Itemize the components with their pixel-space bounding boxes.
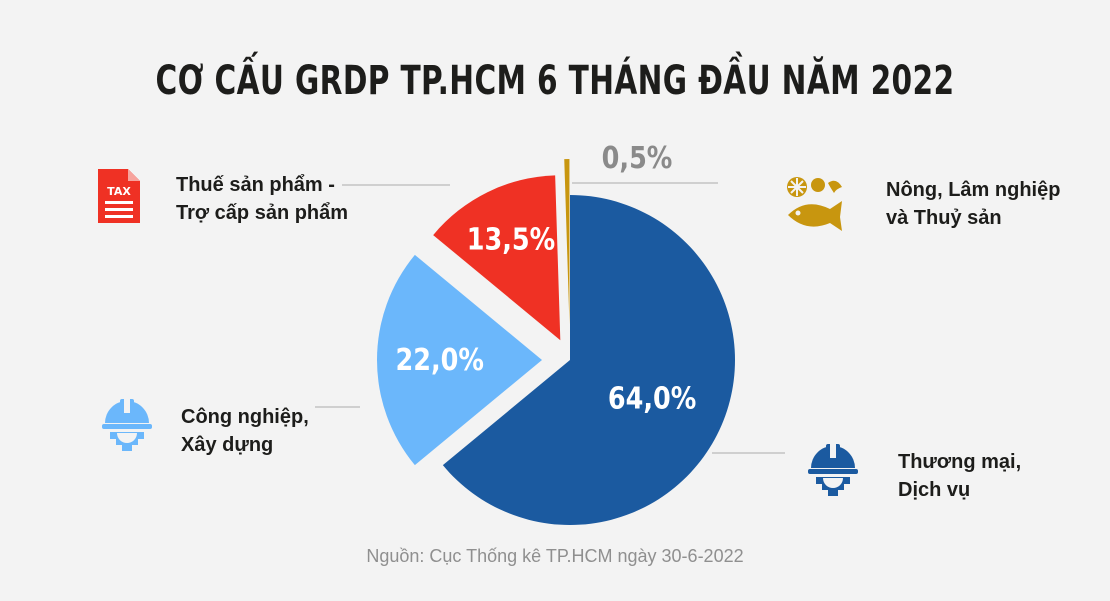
pie-slice-industry [376, 254, 542, 466]
legend-services: Thương mại, Dịch vụ [898, 448, 1021, 504]
tax-document-icon: TAX [98, 169, 140, 223]
worker-helmet-gear-icon [102, 399, 152, 451]
legend-tax-line-1: Thuế sản phẩm - [176, 174, 335, 196]
data-label-industry: 22,0% [395, 342, 483, 378]
pie-slice-services [442, 195, 736, 525]
chart-title: CƠ CẤU GRDP TP.HCM 6 THÁNG ĐẦU NĂM 2022 [155, 58, 955, 104]
legend-tax-line-2: Trợ cấp sản phẩm [176, 202, 349, 224]
legend-industry: Công nghiệp, Xây dựng [181, 403, 309, 459]
worker-helmet-gear-icon [808, 444, 858, 496]
fish-fruit-agriculture-icon [787, 177, 842, 231]
legend-tax: Thuế sản phẩm - Trợ cấp sản phẩm [176, 171, 348, 227]
legend-industry-line-2: Xây dựng [181, 434, 274, 456]
pie-slice-agri [564, 159, 570, 325]
legend-services-line-1: Thương mại, [898, 451, 1022, 473]
data-label-agri: 0,5% [602, 140, 673, 176]
data-label-services: 64,0% [608, 381, 696, 417]
legend-agri-line-2: và Thuỷ sản [886, 207, 1002, 229]
source-note: Nguồn: Cục Thống kê TP.HCM ngày 30-6-202… [366, 546, 744, 566]
data-label-tax: 13,5% [467, 221, 555, 257]
legend-agri: Nông, Lâm nghiệp và Thuỷ sản [886, 176, 1060, 232]
tax-icon-label: TAX [107, 185, 131, 198]
legend-industry-line-1: Công nghiệp, [181, 406, 309, 428]
legend-services-line-2: Dịch vụ [898, 479, 971, 501]
pie-slice-tax [433, 175, 561, 341]
legend-agri-line-1: Nông, Lâm nghiệp [886, 179, 1061, 201]
